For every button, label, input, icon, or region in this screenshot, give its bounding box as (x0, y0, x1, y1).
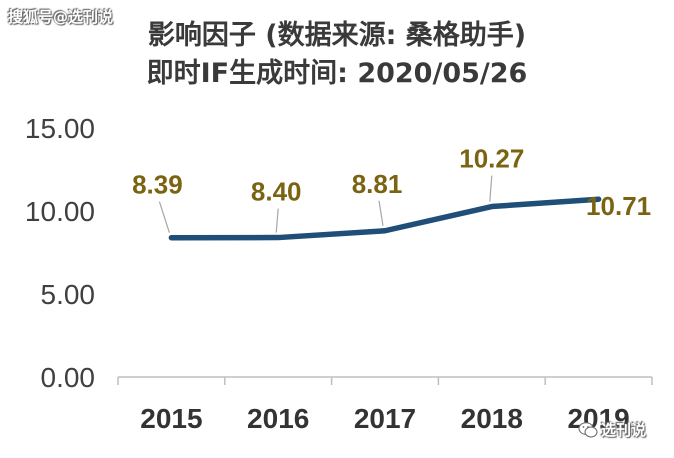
data-point (596, 196, 602, 202)
data-label: 10.27 (459, 144, 524, 174)
data-point (489, 204, 495, 210)
x-tick-label: 2017 (354, 403, 416, 434)
watermark-bottom-text: 选刊说 (601, 421, 647, 439)
chart-subtitle: 即时IF生成时间: 2020/05/26 (147, 58, 528, 89)
data-label-leader (489, 175, 493, 202)
x-tick-label: 2018 (461, 403, 523, 434)
y-tick-label: 5.00 (41, 279, 96, 310)
data-point (275, 235, 281, 241)
wechat-icon (578, 421, 598, 437)
data-label: 8.39 (132, 170, 183, 200)
data-point (168, 235, 174, 241)
watermark-bottom: 选刊说 (578, 419, 646, 440)
data-point (382, 228, 388, 234)
data-label: 8.81 (352, 169, 403, 199)
data-label-leader (275, 208, 279, 233)
watermark-top: 搜狐号@选刊说 (8, 8, 114, 26)
data-label-leader (158, 201, 170, 233)
y-tick-label: 10.00 (25, 196, 95, 227)
data-label: 10.71 (586, 191, 651, 221)
y-tick-label: 0.00 (41, 362, 96, 393)
x-tick-label: 2016 (247, 403, 309, 434)
data-label: 8.40 (251, 177, 302, 207)
y-tick-label: 15.00 (25, 113, 95, 144)
x-tick-label: 2019 (567, 403, 629, 434)
data-label-leader (378, 200, 384, 226)
x-tick-label: 2015 (140, 403, 202, 434)
chart-title: 影响因子 (数据来源: 桑格助手) (148, 19, 526, 51)
